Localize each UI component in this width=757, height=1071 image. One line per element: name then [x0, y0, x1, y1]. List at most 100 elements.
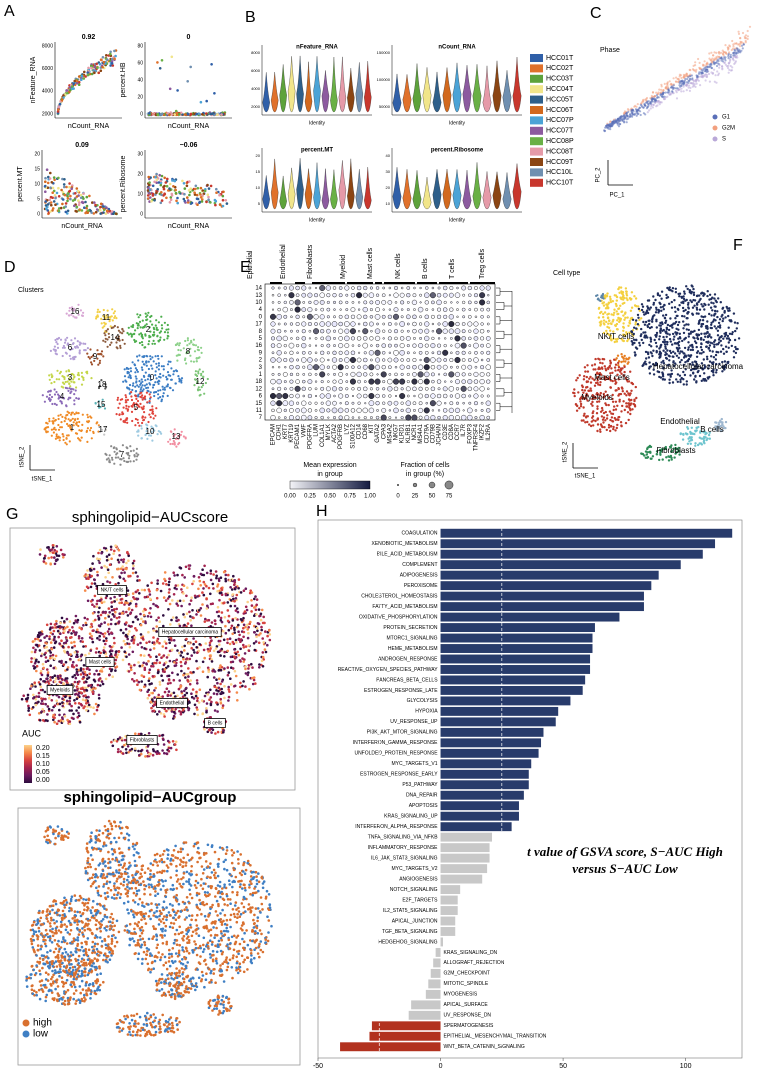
cell-dot	[599, 299, 602, 302]
expression-dot	[376, 322, 379, 326]
cell-dot	[141, 343, 144, 347]
expression-dot	[350, 307, 356, 312]
cell-dot	[688, 332, 691, 336]
cell-dot	[699, 442, 703, 445]
cell-dot	[146, 378, 149, 381]
expression-dot	[363, 416, 367, 420]
cell-dot	[186, 80, 189, 83]
legend-swatch	[712, 125, 718, 131]
expression-dot	[313, 364, 320, 371]
cell-dot	[69, 419, 73, 422]
cell-dot	[710, 301, 713, 304]
cell-dot	[737, 32, 741, 36]
cell-dot	[723, 57, 727, 60]
cell-dot	[127, 376, 130, 379]
cell-dot	[126, 398, 129, 401]
cell-dot	[49, 399, 52, 402]
expression-dot	[326, 307, 331, 312]
expression-dot	[382, 286, 386, 290]
cell-dot	[57, 417, 60, 421]
cell-dot	[148, 181, 151, 184]
cell-dot	[730, 344, 733, 348]
expression-dot	[450, 365, 453, 369]
y-tick-label: 40	[137, 77, 143, 83]
cell-dot	[62, 375, 65, 378]
cell-type-label: Mast cells	[594, 373, 630, 382]
legend-label: HCC05T	[546, 96, 574, 103]
x-axis-label: Identity	[309, 120, 326, 126]
cell-dot	[73, 413, 76, 416]
x-axis-label: PC_1	[609, 193, 625, 199]
cell-dot	[151, 323, 154, 326]
cell-dot	[176, 196, 179, 200]
expression-dot	[436, 364, 442, 370]
cell-dot	[159, 179, 162, 183]
cell-dot	[140, 334, 143, 338]
cell-type-label: Fibroblasts	[656, 446, 695, 455]
cell-dot	[69, 385, 72, 388]
expression-dot	[296, 329, 299, 333]
cell-dot	[585, 380, 588, 384]
legend-swatch	[530, 137, 543, 146]
cell-dot	[143, 395, 147, 398]
cell-dot	[48, 198, 51, 202]
cell-dot	[135, 380, 138, 383]
cell-dot	[156, 433, 159, 436]
cell-dot	[700, 315, 703, 318]
expression-dot	[424, 415, 430, 420]
cell-dot	[617, 369, 620, 372]
expression-dot	[468, 344, 472, 347]
y-tick-label: 20	[34, 151, 40, 157]
legend-label: HCC10L	[546, 169, 573, 176]
x-axis-label: Identity	[309, 217, 326, 223]
cell-dot	[189, 65, 192, 69]
expression-dot	[295, 379, 300, 384]
cell-dot	[186, 201, 190, 204]
cell-dot	[78, 349, 81, 352]
expression-dot	[424, 314, 429, 319]
expression-dot	[423, 407, 430, 414]
cell-dot	[700, 336, 703, 340]
cell-dot	[199, 100, 203, 104]
cell-dot	[599, 361, 602, 364]
cell-dot	[170, 113, 174, 116]
cell-dot	[80, 201, 84, 204]
cell-dot	[713, 345, 716, 349]
panel-letter: A	[4, 3, 15, 20]
cell-dot	[599, 410, 603, 413]
expression-dot	[350, 336, 355, 341]
expression-dot	[295, 365, 300, 370]
cell-dot	[165, 328, 168, 331]
cell-dot	[676, 323, 680, 327]
cell-dot	[153, 383, 156, 386]
violin	[412, 63, 422, 113]
cell-dot	[159, 183, 163, 187]
row-label: 13	[255, 293, 262, 299]
cell-dot	[121, 328, 124, 331]
cell-dot	[706, 294, 709, 298]
cell-dot	[90, 437, 93, 440]
expression-dot	[368, 321, 374, 327]
legend-swatch	[530, 158, 543, 166]
cell-dot	[688, 89, 692, 92]
cell-dot	[147, 360, 150, 363]
cell-dot	[173, 179, 177, 183]
cell-dot	[183, 187, 187, 190]
cell-dot	[655, 331, 659, 335]
cell-dot	[136, 355, 139, 358]
cell-dot	[63, 178, 66, 181]
cell-dot	[115, 616, 119, 620]
cell-dot	[186, 337, 189, 340]
expression-dot	[393, 407, 399, 414]
cell-dot	[215, 187, 218, 191]
cell-dot	[710, 355, 713, 358]
cell-dot	[679, 350, 682, 353]
expression-dot	[418, 415, 423, 420]
cell-dot	[705, 345, 708, 348]
cell-dot	[743, 35, 746, 38]
cell-dot	[718, 64, 721, 67]
expression-dot	[295, 415, 300, 420]
cell-dot	[586, 364, 589, 367]
cell-dot	[622, 400, 625, 403]
cell-dot	[659, 93, 662, 96]
